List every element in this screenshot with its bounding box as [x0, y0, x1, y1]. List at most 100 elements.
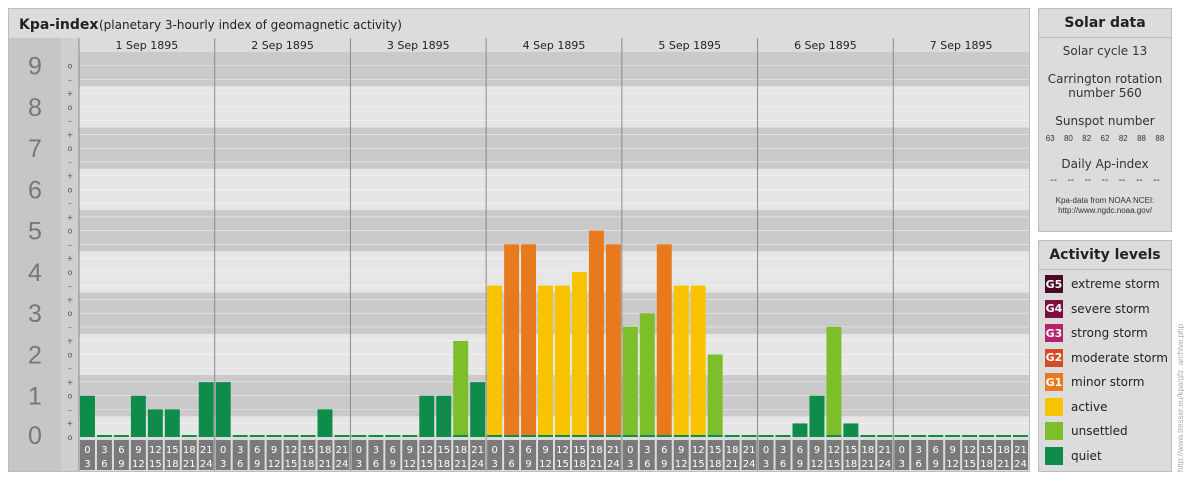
kp-bar-baseline — [266, 435, 282, 437]
kp-bar — [656, 244, 672, 437]
interval-end-label: 12 — [132, 459, 145, 470]
interval-start-label: 0 — [627, 445, 633, 456]
interval-end-label: 15 — [149, 459, 162, 470]
kp-bar-baseline — [911, 435, 927, 437]
y-sublabel: o — [68, 268, 73, 277]
interval-start-label: 9 — [135, 445, 141, 456]
y-sublabel: + — [67, 89, 74, 98]
interval-start-label: 3 — [373, 445, 379, 456]
interval-cell — [113, 440, 129, 470]
interval-end-label: 3 — [899, 459, 905, 470]
kp-bar — [147, 409, 163, 437]
interval-cell — [860, 440, 876, 470]
interval-start-label: 3 — [237, 445, 243, 456]
kp-bar-baseline — [164, 435, 180, 437]
kp-bar-baseline — [300, 435, 316, 437]
carrington-line-1: Carrington rotation — [1047, 72, 1163, 86]
interval-end-label: 6 — [644, 459, 650, 470]
sunspot-values: 63 80 82 62 82 88 88 — [1039, 134, 1171, 143]
y-sublabel: + — [67, 172, 74, 181]
interval-cell — [945, 440, 961, 470]
legend-label: active — [1071, 399, 1108, 414]
interval-cell — [673, 440, 689, 470]
kp-bar-baseline — [656, 435, 672, 437]
day-label: 5 Sep 1895 — [658, 39, 721, 52]
kp-bar-baseline — [877, 435, 893, 437]
unsettled-swatch — [1045, 422, 1063, 441]
interval-start-label: 12 — [963, 445, 976, 456]
solar-data-title: Solar data — [1039, 9, 1171, 38]
legend-item-moderate-storm: G2 moderate storm — [1039, 346, 1171, 371]
kp-bar — [317, 409, 333, 437]
interval-start-label: 6 — [390, 445, 396, 456]
interval-end-label: 6 — [101, 459, 107, 470]
kp-bar-baseline — [521, 435, 537, 437]
kp-bar-baseline — [334, 435, 350, 437]
interval-end-label: 3 — [763, 459, 769, 470]
interval-cell — [792, 440, 808, 470]
kp-bar-baseline — [283, 435, 299, 437]
chart-subtitle: (planetary 3-hourly index of geomagnetic… — [99, 18, 402, 32]
kp-bar-baseline — [724, 435, 740, 437]
source-line-2: http://www.ngdc.noaa.gov/ — [1058, 206, 1152, 215]
kp-bar — [164, 409, 180, 437]
y-sublabel: – — [68, 364, 72, 373]
interval-cell — [690, 440, 706, 470]
activity-legend: G5 extreme storm G4 severe storm G3 stro… — [1039, 270, 1171, 468]
kp-bar — [504, 244, 520, 437]
interval-start-label: 6 — [525, 445, 531, 456]
interval-end-label: 12 — [811, 459, 824, 470]
interval-cell — [656, 440, 672, 470]
interval-start-label: 15 — [709, 445, 722, 456]
interval-start-label: 15 — [980, 445, 993, 456]
plot-band — [79, 52, 1029, 87]
interval-end-label: 18 — [166, 459, 179, 470]
interval-start-label: 0 — [899, 445, 905, 456]
interval-cell — [809, 440, 825, 470]
kp-bar — [555, 285, 570, 437]
carrington-line-2: number 560 — [1068, 86, 1142, 100]
interval-start-label: 9 — [407, 445, 413, 456]
interval-cell — [402, 440, 418, 470]
legend-item-severe-storm: G4 severe storm — [1039, 297, 1171, 322]
y-tick-label: 8 — [28, 94, 42, 122]
g1-badge: G1 — [1045, 373, 1063, 392]
kp-bar — [826, 326, 842, 437]
kp-bar-baseline — [436, 435, 452, 437]
interval-start-label: 3 — [780, 445, 786, 456]
activity-levels-title: Activity levels — [1039, 241, 1171, 270]
kp-bar-baseline — [198, 435, 214, 437]
interval-start-label: 12 — [420, 445, 433, 456]
interval-start-label: 18 — [319, 445, 332, 456]
interval-end-label: 15 — [828, 459, 841, 470]
y-sublabel: + — [67, 419, 74, 428]
g3-badge: G3 — [1045, 324, 1063, 343]
kp-bar-baseline — [673, 435, 689, 437]
interval-end-label: 24 — [336, 459, 349, 470]
kp-bar — [198, 382, 214, 437]
g5-badge: G5 — [1045, 275, 1063, 294]
interval-end-label: 18 — [709, 459, 722, 470]
y-sublabel: – — [68, 199, 72, 208]
activity-levels-panel: Activity levels G5 extreme storm G4 seve… — [1038, 240, 1172, 472]
interval-start-label: 9 — [814, 445, 820, 456]
kp-bar-baseline — [605, 435, 621, 437]
interval-end-label: 24 — [607, 459, 620, 470]
interval-cell — [334, 440, 350, 470]
interval-cell — [996, 440, 1012, 470]
kp-bar-baseline — [758, 435, 774, 437]
kp-bar-baseline — [317, 435, 333, 437]
y-sublabel: + — [67, 254, 74, 263]
interval-cell — [588, 440, 604, 470]
interval-start-label: 15 — [166, 445, 179, 456]
interval-end-label: 21 — [861, 459, 874, 470]
interval-end-label: 21 — [590, 459, 603, 470]
interval-end-label: 15 — [420, 459, 433, 470]
interval-end-label: 6 — [780, 459, 786, 470]
kp-bar-baseline — [843, 435, 859, 437]
kp-bar-baseline — [419, 435, 435, 437]
y-sublabel: o — [68, 62, 73, 71]
interval-end-label: 6 — [508, 459, 514, 470]
interval-cell — [724, 440, 740, 470]
kp-bar-baseline — [351, 435, 367, 437]
